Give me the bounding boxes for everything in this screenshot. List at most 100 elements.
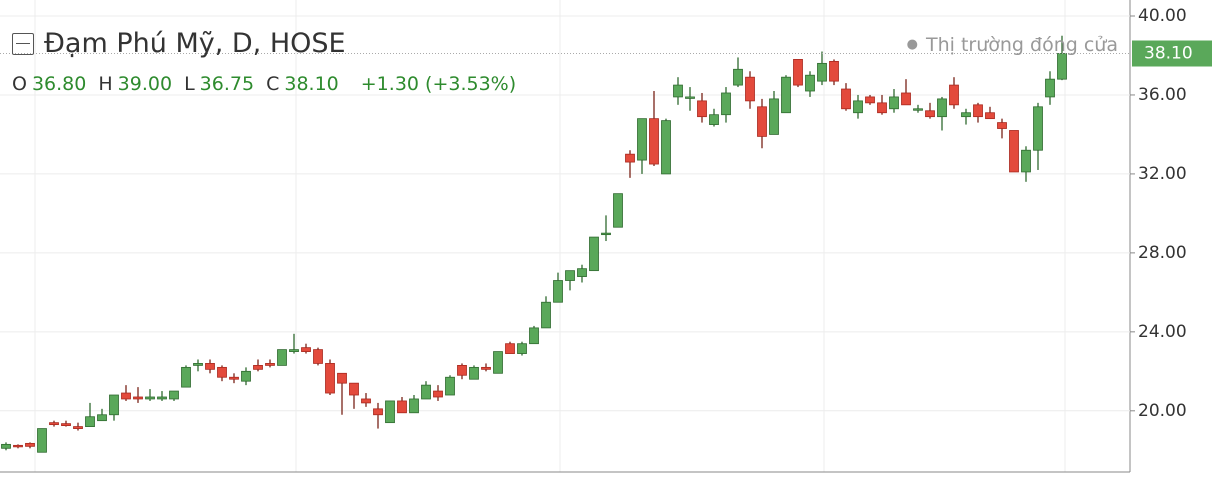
candle-body [325, 363, 335, 394]
candle-body [817, 62, 827, 82]
candle-body [673, 84, 683, 98]
candle-body [1, 443, 11, 449]
candle-body [613, 193, 623, 228]
candle-body [961, 112, 971, 118]
candle-body [745, 76, 755, 102]
candle-body [997, 122, 1007, 129]
change: +1.30 (+3.53%) [360, 73, 517, 95]
candle-body [829, 60, 839, 82]
last-price-label: 38.10 [1144, 43, 1193, 63]
candle-body [145, 396, 155, 400]
candle-body [601, 232, 611, 236]
candle-body [133, 396, 143, 400]
candle-body [589, 236, 599, 272]
candle-body [301, 347, 311, 352]
ohlc-key: C [266, 73, 280, 95]
candle-body [733, 68, 743, 86]
candle-body [685, 96, 695, 99]
ohlc-item: O 36.80 [12, 73, 86, 95]
ohlc-value: 39.00 [117, 73, 173, 95]
candle-body [769, 98, 779, 135]
ohlc-key: H [98, 73, 113, 95]
candle-body [517, 343, 527, 354]
candle-body [949, 84, 959, 106]
candle-body [493, 351, 503, 374]
chart-title: Đạm Phú Mỹ, D, HOSE [44, 28, 346, 59]
candle-body [73, 426, 83, 429]
candle-body [805, 74, 815, 92]
candle-body [625, 153, 635, 163]
candle-body [313, 349, 323, 364]
y-tick-label: 28.00 [1138, 243, 1187, 263]
candle-body [361, 398, 371, 404]
candle-body [421, 384, 431, 400]
y-tick-label: 36.00 [1138, 85, 1187, 105]
candle-body [721, 92, 731, 116]
candle-body [481, 366, 491, 370]
title-row: Đạm Phú Mỹ, D, HOSE [12, 28, 516, 59]
candle-body [409, 398, 419, 414]
candle-body [169, 390, 179, 400]
ohlc-key: O [12, 73, 27, 95]
y-tick-label: 24.00 [1138, 322, 1187, 342]
ohlc-value: 36.75 [199, 73, 255, 95]
candle-body [757, 106, 767, 137]
candle-body [13, 444, 23, 448]
ohlc-item: H 39.00 [98, 73, 172, 95]
ohlc-value: 38.10 [284, 73, 339, 95]
y-tick-label: 20.00 [1138, 401, 1187, 421]
candle-body [709, 114, 719, 125]
candle-body [265, 363, 275, 366]
candle-body [853, 100, 863, 114]
candle-body [181, 366, 191, 388]
candle-body [649, 118, 659, 165]
collapse-icon[interactable] [12, 32, 34, 55]
candle-body [913, 108, 923, 111]
candle-body [697, 100, 707, 118]
candle-body [457, 365, 467, 376]
candle-body [433, 390, 443, 398]
candle-body [793, 59, 803, 86]
candle-body [253, 365, 263, 370]
candle-body [925, 110, 935, 118]
candle-body [901, 92, 911, 106]
candle-body [1021, 149, 1031, 173]
ohlc-item: L 36.75 [184, 73, 254, 95]
candle-body [973, 104, 983, 118]
candle-body [1033, 106, 1043, 151]
candle-body [1045, 78, 1055, 98]
last-price-tag [1132, 40, 1212, 67]
candle-body [637, 118, 647, 161]
candle-body [985, 112, 995, 120]
candle-body [157, 396, 167, 400]
candle-body [397, 400, 407, 414]
candle-body [541, 301, 551, 329]
candle-body [865, 96, 875, 104]
candle-body [841, 88, 851, 110]
ohlc-legend: O 36.80 H 39.00 L 36.75 C 38.10 +1.30 (+3.53%) [12, 73, 516, 95]
candle-body [241, 370, 251, 382]
candle-body [37, 428, 47, 453]
candle-body [529, 327, 539, 345]
candle-body [121, 392, 131, 400]
market-status: Thị trường đóng cửa [907, 34, 1118, 56]
candle-body [877, 102, 887, 114]
candle-body [937, 98, 947, 118]
ohlc-item: C 38.10 [266, 73, 339, 95]
candle-body [889, 96, 899, 110]
candle-body [349, 382, 359, 396]
candle-body [205, 363, 215, 370]
y-tick-label: 40.00 [1138, 6, 1187, 26]
candle-body [217, 366, 227, 378]
candle-body [109, 394, 119, 416]
candle-body [229, 376, 239, 380]
candle-body [553, 280, 563, 303]
y-tick-label: 32.00 [1138, 164, 1187, 184]
candle-body [97, 414, 107, 422]
header: Đạm Phú Mỹ, D, HOSE O 36.80 H 39.00 L 36.75 C 3… [12, 28, 516, 95]
candle-body [565, 270, 575, 281]
candle-body [505, 343, 515, 354]
ohlc-key: L [184, 73, 195, 95]
candle-body [337, 372, 347, 384]
